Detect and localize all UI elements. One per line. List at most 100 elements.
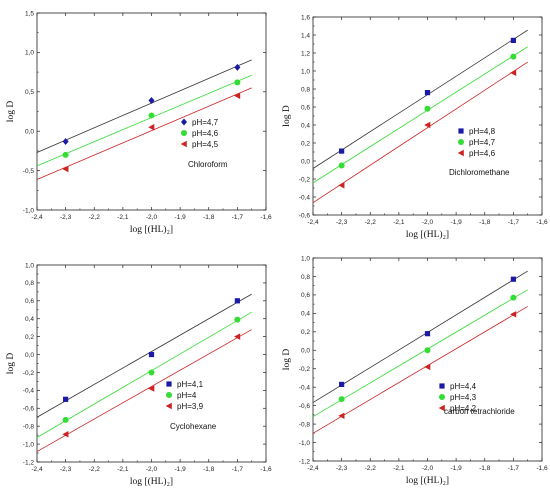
solvent-label: Chloroform <box>188 160 228 169</box>
legend-marker <box>458 139 464 145</box>
y-tick-label: 0,4 <box>25 316 34 323</box>
legend-label: pH=4,4 <box>450 382 477 391</box>
legend-label: pH=3,9 <box>177 402 204 411</box>
data-point-series-1 <box>148 96 155 104</box>
x-axis-label: log [(HL)₂] <box>406 475 449 486</box>
x-tick-label: -2,2 <box>365 219 377 226</box>
x-tick-label: -1,9 <box>451 219 463 226</box>
data-point-series-3 <box>338 182 345 189</box>
y-tick-label: -1,0 <box>23 441 35 448</box>
legend-marker <box>439 383 445 389</box>
fit-line-series-2 <box>312 289 528 418</box>
x-tick-label: -1,9 <box>175 214 187 221</box>
data-point-series-3 <box>510 311 517 318</box>
y-tick-label: -1,2 <box>299 458 311 465</box>
legend-label: pH=4,2 <box>450 404 477 413</box>
legend-marker <box>458 128 464 134</box>
x-tick-label: -2,4 <box>31 214 43 221</box>
x-tick-label: -1,7 <box>508 219 520 226</box>
data-point-series-3 <box>424 121 431 129</box>
data-point-series-3 <box>234 92 241 99</box>
y-tick-label: 0,2 <box>301 329 310 336</box>
plot-frame <box>312 16 543 216</box>
data-point-series-2 <box>510 53 517 60</box>
x-tick-label: -2,4 <box>307 465 319 472</box>
x-tick-label: -2,1 <box>393 465 405 472</box>
y-tick-label: -0,8 <box>23 423 35 430</box>
y-axis-label: log D <box>282 105 292 127</box>
x-tick-label: -2,1 <box>117 466 129 473</box>
y-tick-label: 0,4 <box>301 311 310 318</box>
x-tick-label: -2,0 <box>146 466 158 473</box>
y-tick-label: 0,4 <box>301 122 310 129</box>
data-point-series-1 <box>424 90 431 96</box>
x-tick-label: -1,6 <box>536 219 548 226</box>
y-tick-label: 0,0 <box>25 129 34 136</box>
data-point-series-1 <box>62 137 69 145</box>
legend-label: pH=4,7 <box>192 118 219 127</box>
x-tick-label: -2,3 <box>60 214 72 221</box>
x-tick-label: -2,4 <box>31 466 43 473</box>
chart-panel-4: -2,4 -2,3 -2,2 -2,1 -2,0 -1,9 -1,8 -1,7 -1,6 -1,2… <box>282 255 548 486</box>
x-tick-label: -2,4 <box>307 219 319 226</box>
x-tick-label: -2,0 <box>146 214 158 221</box>
data-point-series-1 <box>510 276 516 282</box>
data-point-series-3 <box>510 69 517 76</box>
fit-line-series-2 <box>312 46 528 184</box>
legend-label: pH=4,6 <box>192 129 219 138</box>
legend: pH=4,4 pH=4,3 pH=4,2 <box>438 382 477 413</box>
data-point-series-3 <box>62 431 69 438</box>
y-tick-label: -0,4 <box>23 388 35 395</box>
y-tick-label: 0,6 <box>301 104 310 111</box>
x-tick-label: -1,8 <box>479 219 491 226</box>
data-point-series-3 <box>148 124 155 131</box>
fit-line-series-2 <box>36 74 252 167</box>
data-point-series-2 <box>338 162 345 169</box>
fit-line-series-1 <box>36 293 252 418</box>
legend: pH=4,8 pH=4,7 pH=4,6 <box>457 127 496 158</box>
data-point-series-3 <box>62 165 69 173</box>
y-tick-label: 0,8 <box>25 280 34 287</box>
solvent-label: carbon tetrachloride <box>444 407 515 416</box>
y-tick-label: -0,2 <box>23 370 35 377</box>
fit-line-series-3 <box>36 329 252 452</box>
y-tick-label: 0,6 <box>301 292 310 299</box>
x-tick-label: -1,6 <box>536 465 548 472</box>
y-tick-label: 1,4 <box>301 32 310 39</box>
y-tick-label: -0,6 <box>299 212 311 219</box>
data-point-series-2 <box>424 105 431 112</box>
plot-frame <box>312 257 543 462</box>
legend-label: pH=4,3 <box>450 393 477 402</box>
data-point-series-2 <box>338 396 345 403</box>
x-tick-label: -1,8 <box>479 465 491 472</box>
chart-panel-1: -2,4 -2,3 -2,2 -2,1 -2,0 -1,9 -1,8 -1,7 -1,6 -1,0… <box>6 10 272 235</box>
x-tick-label: -2,1 <box>393 219 405 226</box>
x-axis-label: log [(HL)₂] <box>406 229 449 240</box>
x-tick-label: -1,7 <box>232 214 244 221</box>
y-tick-label: 1,5 <box>25 10 34 17</box>
x-tick-label: -1,9 <box>175 466 187 473</box>
y-tick-label: 0,8 <box>301 86 310 93</box>
legend: pH=4,1 pH=4 pH=3,9 <box>165 380 204 411</box>
y-tick-label: -0,5 <box>23 168 35 175</box>
y-tick-label: -1,0 <box>299 440 311 447</box>
legend-marker <box>180 140 187 148</box>
fit-line-series-1 <box>312 270 528 403</box>
plot-frame <box>36 12 267 211</box>
data-point-series-2 <box>234 316 241 323</box>
data-point-series-1 <box>510 37 516 43</box>
legend-marker <box>165 402 172 410</box>
fit-line-series-3 <box>36 87 252 180</box>
data-point-series-2 <box>148 369 155 376</box>
x-tick-label: -2,2 <box>365 465 377 472</box>
y-tick-label: 0,2 <box>25 334 34 341</box>
data-point-series-1 <box>148 351 155 358</box>
data-point-series-2 <box>148 112 155 119</box>
y-tick-label: -1,0 <box>23 207 35 214</box>
x-tick-label: -2,2 <box>89 214 101 221</box>
y-tick-label: 0,0 <box>301 348 310 355</box>
legend-marker <box>439 394 445 400</box>
y-tick-label: 1,0 <box>301 68 310 75</box>
y-tick-label: 1,6 <box>301 14 310 21</box>
data-point-series-2 <box>510 294 517 301</box>
